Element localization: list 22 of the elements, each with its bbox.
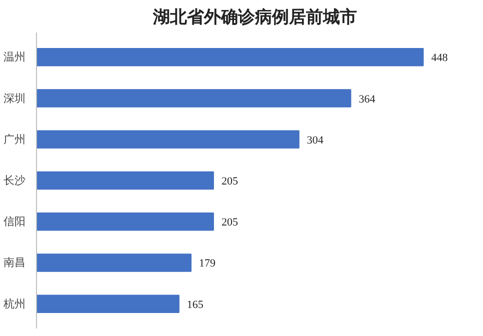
bar xyxy=(36,89,352,108)
y-tick-label: 广州 xyxy=(4,132,26,146)
data-label: 304 xyxy=(306,134,324,146)
y-tick-label: 温州 xyxy=(4,50,26,64)
y-tick-label: 杭州 xyxy=(2,297,26,310)
data-label: 179 xyxy=(199,258,216,270)
data-label: 165 xyxy=(186,298,204,311)
y-tick-label: 深圳 xyxy=(4,92,26,105)
y-tick-label: 信阳 xyxy=(4,215,26,228)
bar xyxy=(36,212,214,231)
chart-title: 湖北省外确诊病例居前城市 xyxy=(152,8,357,28)
y-tick-label: 南昌 xyxy=(4,256,26,270)
bar xyxy=(36,294,180,313)
bar xyxy=(36,130,300,149)
data-label: 205 xyxy=(221,176,238,188)
y-tick-label: 长沙 xyxy=(4,174,26,187)
data-label: 364 xyxy=(358,93,376,106)
data-label: 448 xyxy=(431,52,448,64)
data-label: 205 xyxy=(221,216,238,229)
bar xyxy=(36,171,214,190)
bar xyxy=(36,254,192,272)
bar xyxy=(36,48,424,66)
